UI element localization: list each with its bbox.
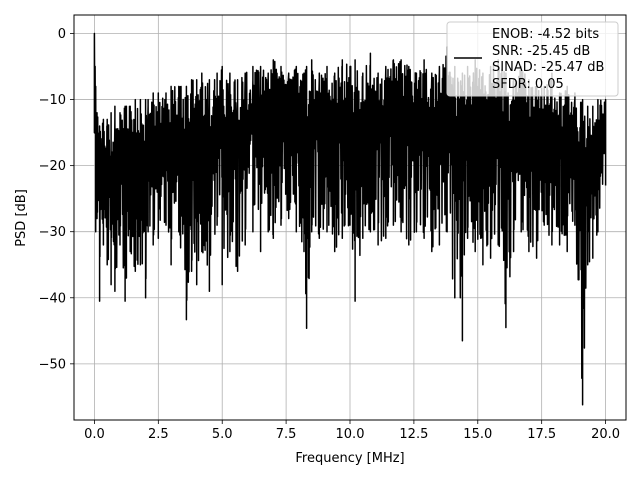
- y-tick-label: 0: [58, 27, 66, 42]
- y-tick-label: −30: [39, 225, 66, 240]
- legend-entry-enob: ENOB: -4.52 bits: [492, 27, 599, 42]
- legend: ENOB: -4.52 bits SNR: -25.45 dB SINAD: -…: [446, 21, 619, 97]
- x-tick-label: 15.0: [463, 427, 492, 442]
- x-tick-label: 5.0: [212, 427, 233, 442]
- x-tick-label: 20.0: [591, 427, 620, 442]
- y-tick-label: −20: [39, 159, 66, 174]
- x-tick-label: 7.5: [276, 427, 297, 442]
- x-tick-label: 2.5: [148, 427, 169, 442]
- y-axis-ticks: 0 −10 −20 −30 −40 −50: [39, 27, 74, 372]
- x-axis-ticks: 0.0 2.5 5.0 7.5 10.0 12.5 15.0 17.5 20.0: [84, 420, 620, 442]
- x-tick-label: 12.5: [399, 427, 428, 442]
- psd-line: [93, 32, 607, 406]
- y-tick-label: −50: [39, 357, 66, 372]
- x-tick-label: 10.0: [336, 427, 365, 442]
- y-tick-label: −10: [39, 93, 66, 108]
- y-tick-label: −40: [39, 291, 66, 306]
- x-axis-label: Frequency [MHz]: [295, 451, 404, 466]
- x-tick-label: 17.5: [527, 427, 556, 442]
- x-tick-label: 0.0: [84, 427, 105, 442]
- legend-entry-sfdr: SFDR: 0.05: [492, 77, 564, 92]
- legend-entry-sinad: SINAD: -25.47 dB: [492, 60, 604, 75]
- legend-entry-snr: SNR: -25.45 dB: [492, 44, 590, 59]
- psd-series: [93, 32, 607, 406]
- y-axis-label: PSD [dB]: [14, 189, 29, 247]
- legend-box: [446, 21, 619, 97]
